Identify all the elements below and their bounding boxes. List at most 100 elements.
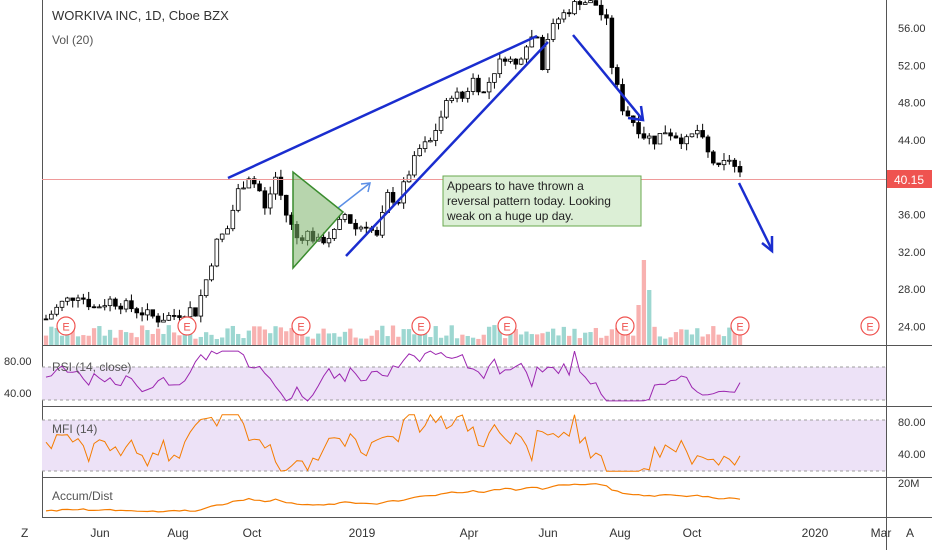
volume-bar xyxy=(705,334,711,345)
candle xyxy=(380,212,385,236)
candle xyxy=(364,226,369,229)
volume-bar xyxy=(727,327,732,345)
candle xyxy=(444,100,449,118)
volume-bar xyxy=(171,332,177,345)
volume-bar xyxy=(732,328,737,345)
candle xyxy=(716,162,721,166)
candle xyxy=(641,133,647,139)
price-tick: 48.00 xyxy=(898,98,926,110)
volume-bar xyxy=(561,326,566,345)
volume-bar xyxy=(385,336,390,345)
time-axis[interactable]: Jun Aug Oct 2019 Apr Jun Aug Oct 2020 Mar xyxy=(90,526,891,540)
volume-bar xyxy=(118,329,123,345)
candle xyxy=(582,2,588,5)
rsi-tick-80-left: 80.00 xyxy=(4,356,32,368)
candle xyxy=(609,17,615,68)
grid xyxy=(42,0,932,550)
volume-bar xyxy=(241,338,246,345)
candle xyxy=(75,297,81,301)
volume-bar xyxy=(529,334,534,345)
volume-bar xyxy=(353,337,358,345)
annotation-note[interactable]: Appears to have thrown a reversal patter… xyxy=(442,175,642,227)
volume-bar xyxy=(86,335,91,345)
candle xyxy=(43,318,49,321)
candle xyxy=(187,307,193,318)
volume-bar xyxy=(572,328,577,345)
earnings-marker xyxy=(411,316,431,336)
volume-bars xyxy=(43,260,743,345)
volume-bar xyxy=(65,332,70,345)
volume-bar xyxy=(567,335,572,345)
candle xyxy=(406,174,412,183)
volume-bar xyxy=(310,338,316,345)
annotation-line-3: weak on a huge up day. xyxy=(446,209,574,223)
candle xyxy=(97,306,102,309)
time-tick: Aug xyxy=(609,526,630,540)
candle xyxy=(577,1,583,5)
volume-bar xyxy=(220,337,225,345)
volume-bar xyxy=(209,334,214,345)
lower-wedge-line xyxy=(345,41,549,257)
volume-bar xyxy=(236,333,241,345)
mfi-tick-40: 40.00 xyxy=(898,449,926,461)
volume-bar xyxy=(268,333,273,345)
earnings-marker-label: E xyxy=(736,322,743,334)
time-tick: 2019 xyxy=(349,526,376,540)
candle xyxy=(91,306,97,309)
candle xyxy=(113,298,118,307)
candle xyxy=(460,91,465,99)
candle xyxy=(614,67,620,85)
earnings-marker-label: E xyxy=(621,322,628,334)
candle xyxy=(417,148,422,157)
candle xyxy=(332,229,337,239)
triangle-pattern[interactable] xyxy=(292,170,345,270)
volume-bar xyxy=(182,329,187,345)
volume-bar xyxy=(470,337,476,345)
earnings-marker xyxy=(497,316,517,336)
candle xyxy=(486,81,492,93)
volume-bar xyxy=(230,325,235,345)
earnings-marker-label: E xyxy=(62,322,69,334)
candle xyxy=(492,73,497,83)
volume-bar xyxy=(588,332,593,345)
rsi-tick-40-left: 40.00 xyxy=(4,388,32,400)
zoom-button[interactable]: Z xyxy=(21,526,28,540)
auto-scale-button[interactable]: A xyxy=(906,526,914,540)
volume-bar xyxy=(155,328,161,345)
decline-arrow-line xyxy=(572,34,644,121)
volume-bar xyxy=(396,336,401,345)
price-tick: 24.00 xyxy=(898,321,926,333)
volume-bar xyxy=(428,337,433,345)
candle xyxy=(449,97,454,101)
candle xyxy=(390,192,396,203)
last-price-text: 40.15 xyxy=(894,173,924,187)
last-price-badge xyxy=(887,170,932,188)
candle xyxy=(214,238,220,267)
candle xyxy=(70,297,75,301)
candle xyxy=(572,1,577,15)
candle xyxy=(225,228,230,235)
candle xyxy=(721,160,727,166)
candle xyxy=(145,309,150,316)
candle xyxy=(193,307,198,317)
candle xyxy=(737,166,743,173)
trendline-drawings[interactable] xyxy=(227,34,774,257)
candle xyxy=(711,151,716,164)
breakout-arrow[interactable] xyxy=(337,182,371,209)
price-tick: 56.00 xyxy=(898,23,926,35)
volume-bar xyxy=(476,338,481,345)
candle xyxy=(668,132,673,137)
candle xyxy=(412,155,417,176)
volume-bar xyxy=(577,338,582,345)
annotation-line-1: Appears to have thrown a xyxy=(447,179,584,193)
volume-bar xyxy=(177,335,182,345)
volume-bar xyxy=(492,325,497,345)
candle xyxy=(278,176,284,196)
candle xyxy=(65,297,70,302)
volume-bar xyxy=(70,325,75,345)
ad-label: Accum/Dist xyxy=(52,489,113,503)
earnings-marker-label: E xyxy=(297,322,304,334)
volume-bar xyxy=(225,328,230,345)
